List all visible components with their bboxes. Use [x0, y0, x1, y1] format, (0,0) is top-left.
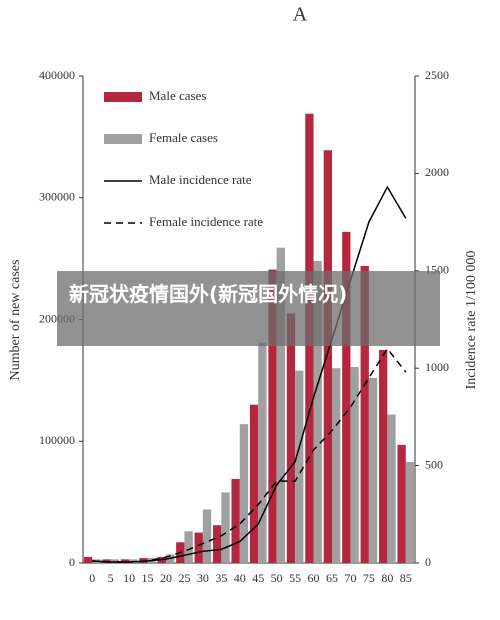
x-tick-label: 55 — [289, 571, 301, 585]
x-tick-label: 85 — [400, 571, 412, 585]
y-tick-label: 100000 — [39, 433, 75, 447]
x-tick-label: 60 — [308, 571, 320, 585]
legend-label: Female cases — [149, 130, 218, 145]
caption-banner: 新冠状疫情国外(新冠国外情况) — [57, 271, 440, 346]
bar — [213, 525, 222, 563]
bar — [295, 370, 304, 563]
y2-tick-label: 0 — [425, 555, 431, 569]
x-tick-label: 65 — [326, 571, 338, 585]
bar — [368, 377, 378, 563]
bar — [286, 313, 296, 563]
chart-title: A — [293, 4, 308, 26]
legend-swatch — [104, 92, 142, 102]
y2-axis-label: Incidence rate 1/100 000 — [464, 251, 479, 390]
bar — [387, 414, 396, 563]
bar — [258, 342, 267, 563]
bar — [239, 424, 249, 563]
x-tick-label: 50 — [271, 571, 283, 585]
bar — [360, 265, 369, 563]
x-tick-label: 70 — [344, 571, 356, 585]
y-tick-label: 400000 — [39, 68, 75, 82]
legend-label: Male incidence rate — [149, 172, 252, 187]
bar — [350, 366, 359, 563]
x-tick-label: 75 — [363, 571, 375, 585]
bar — [110, 559, 119, 563]
x-tick-label: 10 — [123, 571, 135, 585]
bar — [120, 559, 130, 563]
bar — [83, 556, 93, 563]
bar — [184, 531, 193, 563]
x-tick-label: 20 — [160, 571, 172, 585]
y2-tick-label: 1000 — [425, 360, 449, 374]
bar — [276, 247, 285, 564]
bar — [268, 269, 277, 563]
y2-tick-label: 2000 — [425, 165, 449, 179]
bar — [379, 349, 388, 563]
x-tick-label: 40 — [234, 571, 246, 585]
bar — [202, 509, 212, 563]
x-tick-label: 30 — [197, 571, 209, 585]
x-tick-label: 15 — [142, 571, 154, 585]
x-tick-label: 5 — [108, 571, 114, 585]
bar — [313, 261, 322, 563]
legend-swatch — [104, 134, 142, 144]
y-axis-label: Number of new cases — [8, 260, 23, 381]
legend-label: Male cases — [149, 88, 206, 103]
legend-label: Female incidence rate — [149, 214, 263, 229]
bar — [231, 478, 240, 563]
x-tick-label: 25 — [178, 571, 190, 585]
bar — [194, 532, 203, 563]
bar — [405, 461, 415, 563]
y2-tick-label: 500 — [425, 457, 443, 471]
bar — [323, 150, 332, 563]
y-tick-label: 300000 — [39, 190, 75, 204]
bar — [221, 492, 230, 563]
y2-tick-label: 2500 — [425, 68, 449, 82]
bar — [342, 231, 351, 563]
bar — [249, 404, 259, 563]
x-tick-label: 45 — [252, 571, 264, 585]
bar — [397, 444, 406, 563]
bar — [332, 368, 341, 563]
y-tick-label: 0 — [69, 555, 75, 569]
x-tick-label: 80 — [381, 571, 393, 585]
x-tick-label: 0 — [89, 571, 95, 585]
line — [92, 347, 407, 563]
x-tick-label: 35 — [215, 571, 227, 585]
